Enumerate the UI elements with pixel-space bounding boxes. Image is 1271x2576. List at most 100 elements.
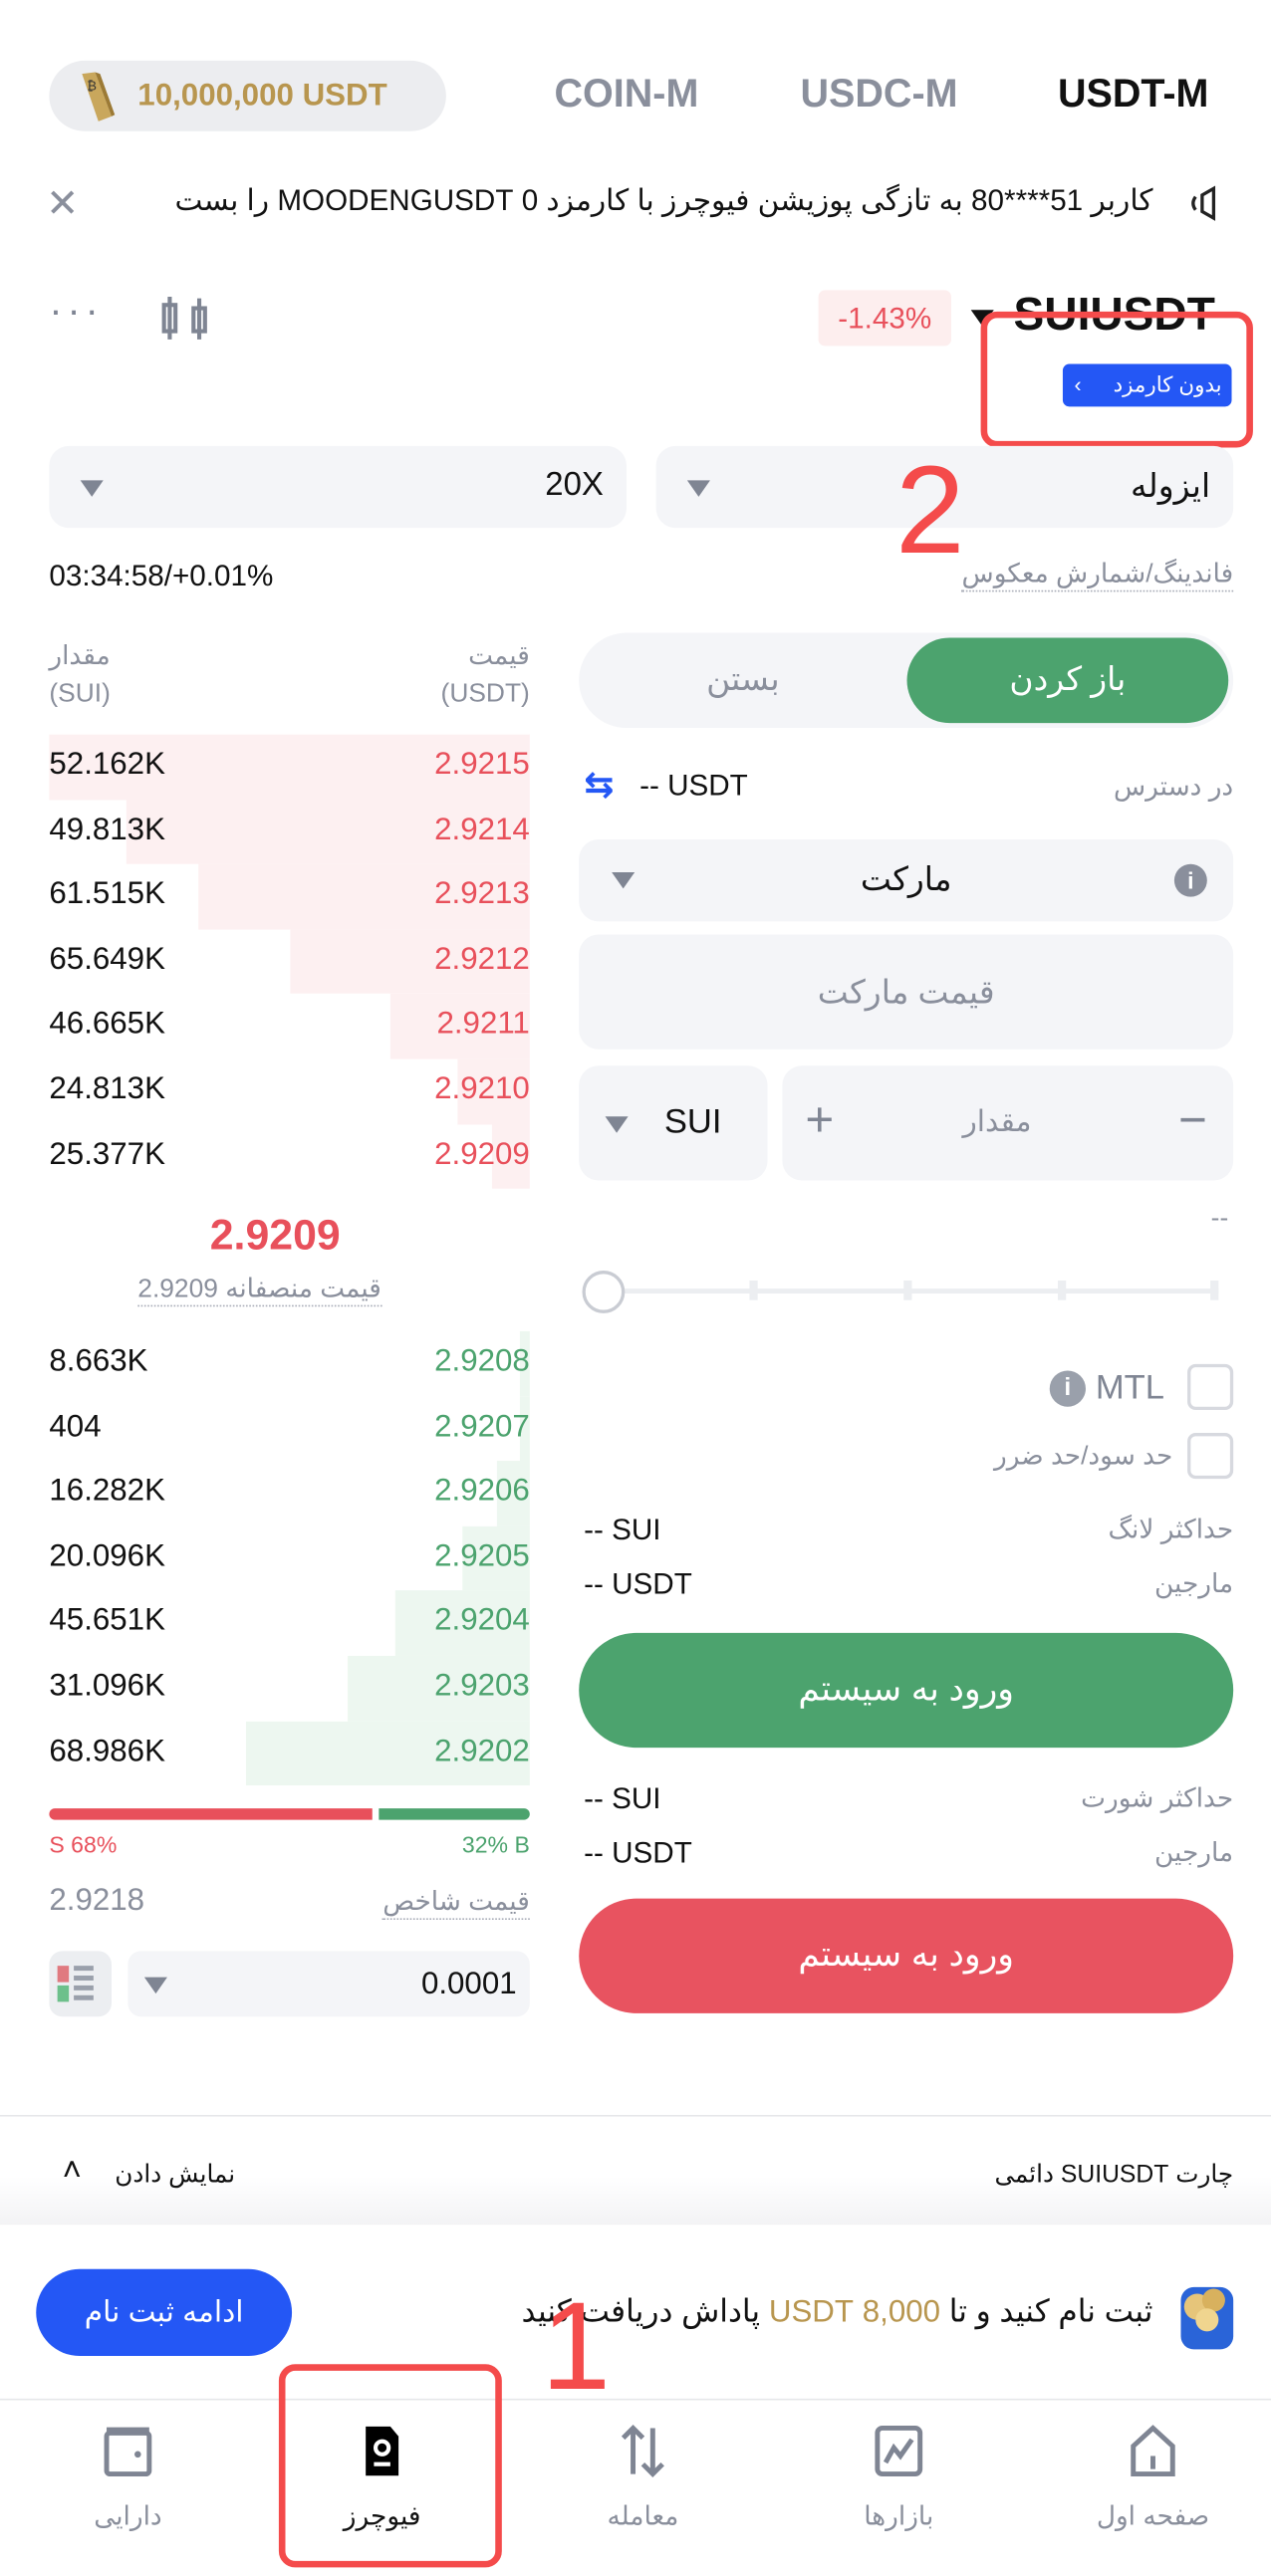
unit-value: SUI: [663, 1103, 722, 1141]
quantity-input[interactable]: + مقدار −: [782, 1065, 1234, 1181]
price-header: قیمت: [468, 642, 530, 671]
notice-text: کاربر 51****80 به تازگی پوزیشن فیوچرز با…: [174, 183, 1153, 217]
price-unit: (USDT): [440, 680, 530, 709]
margin-mode-dropdown[interactable]: ایزوله: [655, 445, 1234, 529]
chart-toggle-label: نمایش دادن: [115, 2161, 236, 2190]
divider: [0, 2114, 1271, 2117]
nav-markets[interactable]: بازارها: [809, 2424, 989, 2533]
ask-price: 2.9212: [434, 942, 530, 977]
balance-pill[interactable]: ₿ 10,000,000 USDT: [49, 60, 446, 131]
bid-row[interactable]: 16.282K 2.9206: [49, 1461, 530, 1526]
close-icon[interactable]: ✕: [46, 181, 80, 227]
qty-header: مقدار: [49, 642, 111, 671]
chevron-up-icon: ˄: [62, 2152, 82, 2190]
plus-icon[interactable]: +: [805, 1093, 835, 1148]
long-button-label: ورود به سیستم: [798, 1670, 1014, 1709]
funding-value: 03:34:58/+0.01%: [49, 559, 274, 592]
margin-long-value: -- USDT: [584, 1567, 692, 1600]
annotation-box-1: [278, 2364, 502, 2568]
ask-row[interactable]: 61.515K 2.9213: [49, 864, 530, 930]
tab-usdt-m[interactable]: USDT-M: [1057, 72, 1209, 117]
bid-row[interactable]: 68.986K 2.9202: [49, 1721, 530, 1786]
bid-row[interactable]: 8.663K 2.9208: [49, 1330, 530, 1397]
bid-price: 2.9203: [434, 1669, 530, 1704]
chart-bar[interactable]: ˄ نمایش دادن چارت SUIUSDT دائمی: [0, 2116, 1271, 2225]
ask-row[interactable]: 24.813K 2.9210: [49, 1058, 530, 1124]
bid-row[interactable]: 45.651K 2.9204: [49, 1590, 530, 1656]
bid-row[interactable]: 20.096K 2.9205: [49, 1525, 530, 1591]
bid-price: 2.9202: [434, 1734, 530, 1768]
tab-coin-m[interactable]: COIN-M: [554, 72, 699, 117]
index-price-label[interactable]: قیمت شاخص: [382, 1885, 530, 1921]
transfer-icon[interactable]: ⇆: [584, 764, 615, 806]
funding-label[interactable]: فاندینگ/شمارش معکوس: [961, 558, 1234, 592]
tab-open[interactable]: باز کردن: [906, 637, 1229, 724]
ask-qty: 24.813K: [49, 1071, 165, 1107]
tab-close[interactable]: بستن: [579, 637, 906, 723]
info-icon[interactable]: i: [1173, 863, 1207, 897]
candlestick-icon[interactable]: [159, 294, 212, 343]
nav-futures-label: فیوچرز: [343, 2503, 421, 2532]
precision-dropdown[interactable]: 0.0001: [127, 1951, 530, 2017]
tpsl-checkbox[interactable]: [1187, 1433, 1234, 1480]
banner-amount: 8,000 USDT: [768, 2295, 941, 2330]
nav-trade[interactable]: معامله: [553, 2424, 733, 2533]
nav-futures[interactable]: فیوچرز: [292, 2424, 472, 2533]
sell-ratio-fill: [49, 1808, 374, 1820]
nav-markets-label: بازارها: [864, 2503, 934, 2532]
bid-row[interactable]: 404 2.9207: [49, 1396, 530, 1462]
slider-handle[interactable]: [582, 1271, 626, 1313]
zero-fee-badge[interactable]: ‹ بدون کارمزد: [1062, 363, 1232, 407]
ask-row[interactable]: 25.377K 2.9209: [49, 1123, 530, 1190]
leverage-dropdown[interactable]: 20X: [49, 445, 627, 529]
buy-ratio-fill: [379, 1808, 530, 1820]
annotation-2: 2: [894, 440, 965, 581]
info-icon[interactable]: i: [1049, 1370, 1086, 1407]
fair-price-value: 2.9209: [137, 1275, 218, 1303]
margin-short-value: -- USDT: [584, 1836, 692, 1870]
fair-price[interactable]: 2.9209 قیمت منصفانه: [137, 1273, 381, 1307]
ask-row[interactable]: 65.649K 2.9212: [49, 929, 530, 995]
svg-text:₿: ₿: [87, 80, 97, 95]
open-short-button[interactable]: ورود به سیستم: [579, 1898, 1234, 2013]
nav-home[interactable]: صفحه اول: [1063, 2424, 1243, 2533]
annotation-1: 1: [541, 2276, 611, 2417]
tab-usdc-m[interactable]: USDC-M: [800, 72, 958, 117]
minus-icon[interactable]: −: [1177, 1093, 1207, 1148]
nav-home-label: صفحه اول: [1096, 2503, 1210, 2532]
more-icon[interactable]: ···: [49, 288, 104, 334]
register-button[interactable]: ادامه ثبت نام: [36, 2268, 293, 2357]
arrows-up-down-icon: [621, 2424, 664, 2478]
mtl-label: MTL: [1095, 1368, 1165, 1407]
quantity-slider[interactable]: [582, 1269, 1222, 1314]
ask-price: 2.9211: [436, 1007, 530, 1043]
ask-depth-bar: [197, 864, 530, 930]
chevron-down-icon: [143, 1977, 167, 1994]
ask-row[interactable]: 46.665K 2.9211: [49, 994, 530, 1059]
ask-qty: 61.515K: [49, 877, 165, 912]
ask-qty: 65.649K: [49, 942, 165, 977]
index-price: 2.9218: [49, 1883, 145, 1919]
max-long-value: -- SUI: [584, 1513, 661, 1546]
ask-row[interactable]: 49.813K 2.9214: [49, 799, 530, 865]
open-long-button[interactable]: ورود به سیستم: [579, 1632, 1234, 1749]
chart-title: چارت SUIUSDT دائمی: [994, 2161, 1234, 2190]
bid-depth-bar: [520, 1330, 530, 1397]
bid-qty: 8.663K: [49, 1344, 148, 1379]
bid-row[interactable]: 31.096K 2.9203: [49, 1655, 530, 1722]
ask-row[interactable]: 52.162K 2.9215: [49, 734, 530, 800]
nav-assets[interactable]: دارایی: [38, 2424, 218, 2533]
quantity-placeholder: مقدار: [962, 1104, 1032, 1138]
open-close-toggle: باز کردن بستن: [579, 632, 1234, 729]
unit-dropdown[interactable]: SUI: [579, 1065, 768, 1181]
ask-price: 2.9213: [434, 877, 530, 912]
wallet-icon: [104, 2427, 152, 2477]
layout-toggle-button[interactable]: [49, 1951, 112, 2017]
order-type-dropdown[interactable]: مارکت i: [579, 839, 1234, 922]
bid-price: 2.9206: [434, 1474, 530, 1510]
bid-qty: 404: [49, 1409, 102, 1444]
order-type-value: مارکت: [860, 862, 952, 899]
mtl-checkbox[interactable]: [1187, 1363, 1234, 1410]
max-short-label: حداکثر شورت: [1081, 1785, 1234, 1814]
divider: [0, 2398, 1271, 2401]
